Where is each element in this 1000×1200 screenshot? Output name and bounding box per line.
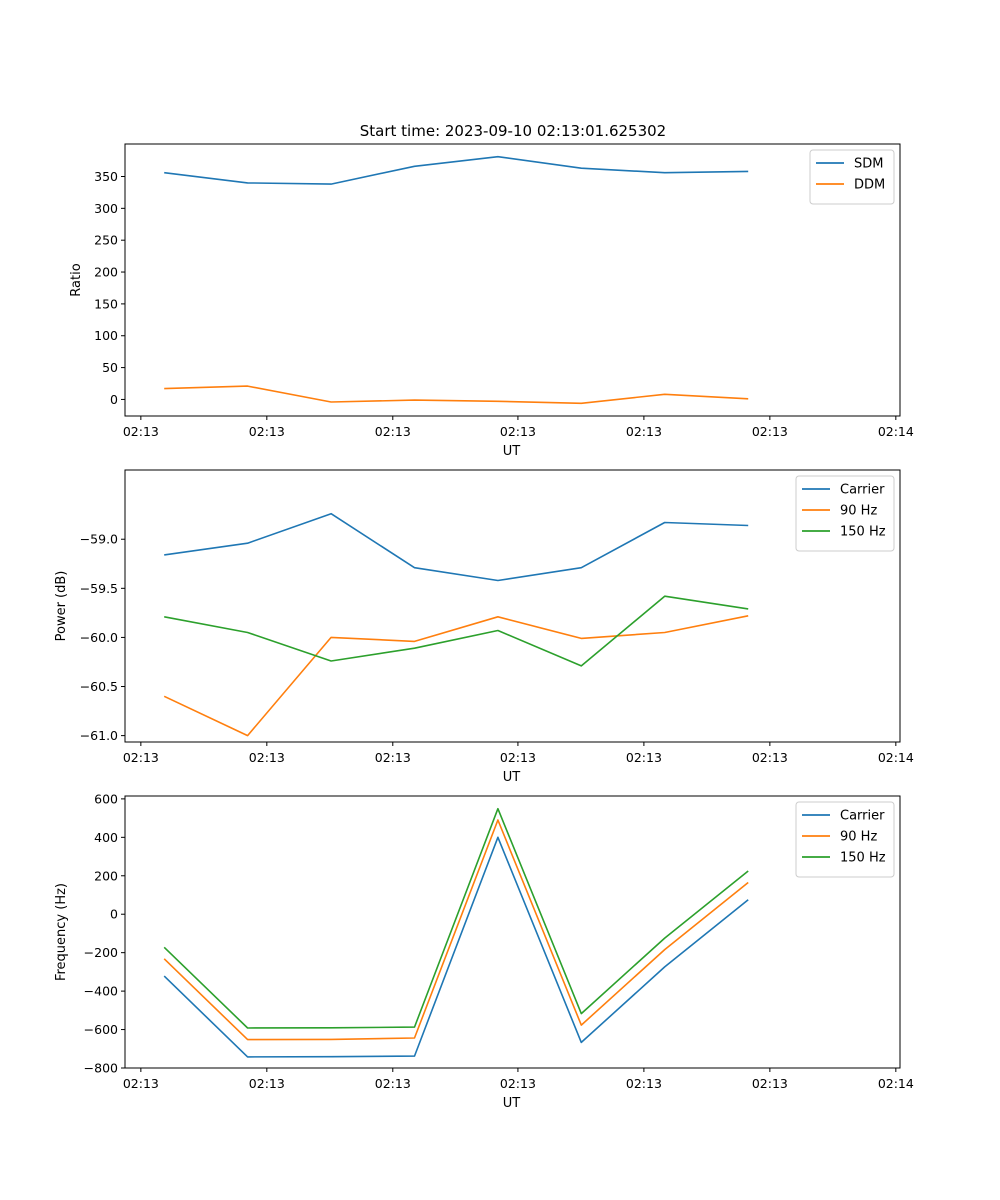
legend-label: Carrier	[840, 483, 885, 498]
series-line-sdm	[164, 155, 749, 185]
x-tick-label: 02:13	[123, 750, 159, 765]
legend-box	[795, 475, 895, 552]
y-tick-label: −400	[84, 984, 118, 999]
y-tick-label: −59.0	[80, 532, 118, 547]
y-tick-label: 350	[94, 169, 118, 184]
x-tick-label: 02:13	[375, 424, 411, 439]
y-tick-label: 250	[94, 233, 118, 248]
chart-panel-1: 02:13 02:13 02:13 02:13 02:13 02:13 02:14 0 50 10…	[69, 143, 914, 459]
legend-label: 150 Hz	[840, 525, 886, 540]
y-axis-label: Power (dB)	[54, 571, 69, 642]
series-line-90-hz	[163, 819, 749, 1041]
series-line-150-hz	[163, 807, 749, 1029]
series-line-150-hz	[164, 595, 749, 667]
y-tick-label: −600	[84, 1022, 118, 1037]
y-tick-label: −60.0	[80, 630, 118, 645]
axes-frame	[124, 469, 901, 743]
y-tick-label: 200	[94, 265, 118, 280]
series-line-carrier	[164, 512, 749, 582]
x-tick-label: 02:14	[878, 424, 914, 439]
x-tick-label: 02:13	[500, 1076, 536, 1091]
x-tick-label: 02:13	[626, 1076, 662, 1091]
legend-label: DDM	[854, 178, 885, 193]
x-tick-label: 02:13	[500, 750, 536, 765]
x-axis-label: UT	[503, 1096, 521, 1111]
x-tick-label: 02:13	[249, 750, 285, 765]
y-tick-label: −61.0	[80, 728, 118, 743]
x-tick-label: 02:13	[123, 1076, 159, 1091]
y-axis-label: Frequency (Hz)	[54, 883, 69, 981]
x-tick-label: 02:14	[878, 750, 914, 765]
y-tick-label: 300	[94, 201, 118, 216]
x-tick-label: 02:13	[752, 1076, 788, 1091]
y-tick-label: −59.5	[80, 581, 118, 596]
x-tick-label: 02:14	[878, 1076, 914, 1091]
legend-label: 90 Hz	[840, 504, 877, 519]
chart-panel-2: 02:13 02:13 02:13 02:13 02:13 02:13 02:14 −61.0…	[54, 469, 914, 785]
legend-box	[795, 801, 895, 878]
x-tick-label: 02:13	[626, 750, 662, 765]
legend: SDM DDM	[809, 149, 895, 205]
x-axis-label: UT	[503, 444, 521, 459]
y-axis-label: Ratio	[69, 263, 84, 296]
y-tick-label: 200	[94, 868, 118, 883]
y-tick-label: 600	[94, 791, 118, 806]
legend-label: SDM	[854, 157, 883, 172]
y-tick-label: 0	[110, 907, 118, 922]
x-tick-label: 02:13	[375, 1076, 411, 1091]
x-tick-label: 02:13	[249, 424, 285, 439]
y-tick-label: 0	[110, 392, 118, 407]
legend-label: 90 Hz	[840, 830, 877, 845]
x-tick-label: 02:13	[500, 424, 536, 439]
x-tick-label: 02:13	[752, 424, 788, 439]
y-tick-label: −60.5	[80, 679, 118, 694]
x-axis-label: UT	[503, 770, 521, 785]
x-tick-label: 02:13	[626, 424, 662, 439]
x-tick-label: 02:13	[752, 750, 788, 765]
series-line-ddm	[164, 385, 749, 405]
legend-label: 150 Hz	[840, 851, 886, 866]
x-tick-label: 02:13	[375, 750, 411, 765]
y-tick-label: −800	[84, 1061, 118, 1076]
x-tick-label: 02:13	[123, 424, 159, 439]
y-tick-label: 150	[94, 296, 118, 311]
figure-title: Start time: 2023-09-10 02:13:01.625302	[360, 122, 666, 140]
y-tick-label: 50	[102, 360, 118, 375]
y-tick-label: 400	[94, 830, 118, 845]
x-tick-label: 02:13	[249, 1076, 285, 1091]
series-line-90-hz	[163, 615, 749, 737]
legend-label: Carrier	[840, 809, 885, 824]
series-line-carrier	[163, 836, 749, 1058]
legend: Carrier 90 Hz 150 Hz	[795, 801, 895, 878]
axes-frame	[124, 795, 901, 1069]
y-tick-label: 100	[94, 328, 118, 343]
axes-frame	[124, 143, 901, 417]
legend: Carrier 90 Hz 150 Hz	[795, 475, 895, 552]
y-tick-label: −200	[84, 945, 118, 960]
chart-panel-3: 02:13 02:13 02:13 02:13 02:13 02:13 02:14 −800 −…	[54, 791, 914, 1111]
